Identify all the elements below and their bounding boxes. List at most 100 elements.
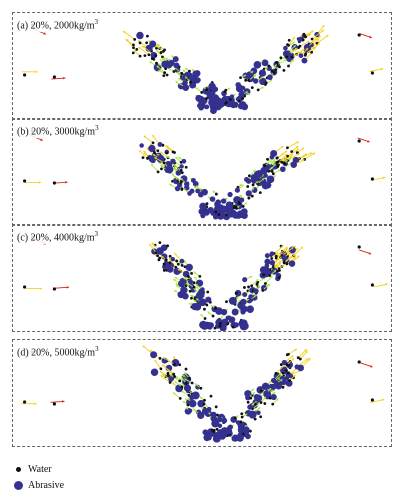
- velocity-vector: [358, 249, 372, 255]
- velocity-vector-head: [191, 69, 195, 72]
- velocity-vector: [277, 150, 288, 159]
- abrasive-particle: [246, 305, 254, 313]
- abrasive-particle: [197, 411, 205, 420]
- water-particle: [190, 381, 194, 385]
- velocity-vector-head: [256, 181, 259, 184]
- velocity-vector-head: [275, 265, 278, 268]
- water-particle: [184, 284, 188, 287]
- velocity-vector-head: [306, 358, 309, 361]
- velocity-vector-head: [244, 202, 247, 205]
- velocity-vector-head: [171, 55, 174, 58]
- water-particle: [203, 307, 206, 311]
- abrasive-particle: [161, 60, 169, 68]
- water-particle: [280, 160, 284, 164]
- velocity-vector-head: [272, 158, 276, 162]
- water-particle: [155, 46, 158, 50]
- water-particle: [270, 69, 274, 73]
- water-particle: [164, 67, 168, 71]
- water-particle: [180, 171, 184, 175]
- water-particle: [165, 73, 169, 77]
- water-particle: [253, 417, 257, 421]
- velocity-vector-head: [187, 398, 191, 401]
- velocity-vector-head: [284, 150, 288, 154]
- water-particle: [274, 68, 278, 72]
- water-particle: [23, 285, 27, 289]
- velocity-vector-head: [163, 57, 167, 60]
- velocity-vector-head: [156, 65, 160, 69]
- abrasive-particle: [209, 196, 216, 202]
- velocity-vector-head: [149, 61, 153, 64]
- velocity-vector: [249, 169, 257, 177]
- water-particle: [188, 289, 192, 293]
- velocity-vector-head: [205, 404, 208, 408]
- water-particle: [162, 262, 166, 266]
- abrasive-particle: [179, 277, 187, 285]
- velocity-vector-head: [236, 296, 239, 300]
- velocity-vector-head: [177, 71, 180, 75]
- velocity-vector-head: [152, 135, 155, 138]
- velocity-vector-head: [160, 165, 163, 168]
- velocity-vector: [257, 177, 265, 184]
- abrasive-particle: [254, 394, 263, 403]
- water-particle: [357, 139, 361, 143]
- water-particle: [237, 99, 241, 103]
- water-particle: [186, 403, 190, 407]
- abrasive-particle: [198, 298, 207, 307]
- abrasive-particle: [212, 434, 221, 443]
- velocity-vector-head: [259, 77, 263, 80]
- velocity-vector-head: [152, 154, 156, 157]
- abrasive-particle: [235, 82, 242, 88]
- abrasive-particle: [263, 173, 268, 178]
- velocity-vector-head: [194, 383, 198, 386]
- water-particle: [285, 369, 288, 372]
- velocity-vector-head: [314, 37, 318, 41]
- water-particle: [133, 37, 137, 41]
- density-exponent: 3: [94, 230, 99, 238]
- velocity-vector-head: [261, 86, 264, 90]
- panel-density: 3000kg/m: [54, 126, 96, 138]
- velocity-vector-head: [274, 64, 277, 67]
- abrasive-particle: [183, 384, 192, 392]
- velocity-vector-head: [269, 79, 273, 82]
- abrasive-particle: [264, 263, 270, 268]
- velocity-vector-head: [207, 311, 211, 314]
- velocity-vector: [316, 34, 329, 44]
- abrasive-particle: [221, 417, 228, 424]
- water-particle: [145, 41, 149, 45]
- abrasive-particle: [269, 154, 275, 160]
- velocity-vector-head: [175, 80, 179, 84]
- water-particle: [287, 64, 290, 68]
- abrasive-particle: [179, 164, 184, 169]
- abrasive-particle: [246, 297, 253, 304]
- velocity-vector: [183, 378, 193, 384]
- water-particle: [203, 398, 206, 402]
- abrasive-particle: [205, 434, 212, 441]
- water-particle: [184, 165, 188, 169]
- abrasive-particle: [279, 166, 286, 173]
- panel-density: 4000kg/m: [53, 232, 95, 244]
- velocity-vector-head: [290, 355, 294, 358]
- velocity-vector-head: [368, 252, 372, 255]
- velocity-vector-shaft: [50, 400, 65, 403]
- water-particle: [138, 54, 142, 58]
- abrasive-particle: [240, 298, 247, 306]
- velocity-vector: [54, 286, 70, 289]
- velocity-vector-head: [220, 316, 223, 319]
- velocity-vector-head: [306, 40, 310, 44]
- abrasive-particle: [191, 302, 199, 311]
- velocity-vector-head: [179, 83, 182, 86]
- velocity-vector: [291, 145, 299, 152]
- water-particle: [203, 317, 207, 320]
- velocity-vector-head: [297, 153, 300, 156]
- velocity-vector-head: [173, 164, 176, 168]
- abrasive-particle: [195, 384, 201, 390]
- velocity-vector-head: [160, 375, 164, 378]
- velocity-vector-head: [322, 24, 325, 28]
- water-particle: [223, 90, 227, 94]
- velocity-vector-head: [193, 288, 197, 291]
- velocity-vector-head: [162, 357, 166, 360]
- water-particle: [178, 379, 182, 383]
- abrasive-particle: [197, 95, 205, 104]
- water-particle: [310, 37, 314, 41]
- abrasive-particle: [199, 202, 207, 211]
